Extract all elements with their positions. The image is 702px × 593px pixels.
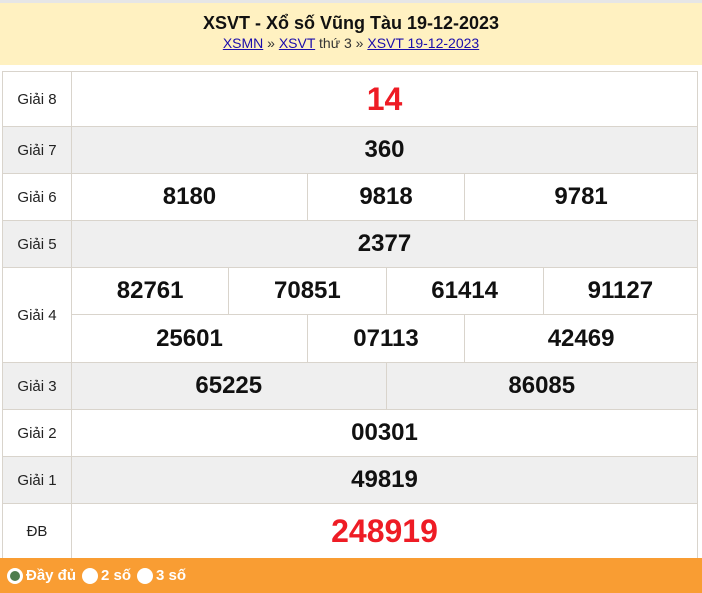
prize-number: 2377: [71, 220, 698, 268]
breadcrumb-xsmn[interactable]: XSMN: [222, 35, 264, 51]
prize-number: 9818: [306, 173, 466, 221]
option-label: 2 số: [101, 567, 132, 584]
prize-number: 360: [71, 126, 698, 174]
prize-number: 65225: [71, 362, 387, 410]
prize-number: 07113: [306, 314, 466, 363]
prize-number: 70851: [228, 267, 387, 315]
option-full[interactable]: Đầy đủ: [7, 567, 76, 584]
option-label: 3 số: [156, 567, 187, 584]
row-giai-3: Giải 3 65225 86085: [2, 362, 699, 410]
top-strip: [0, 0, 702, 3]
radio-icon[interactable]: [82, 567, 99, 584]
prize-number: 25601: [71, 314, 308, 363]
row-dac-biet: ĐB 248919: [2, 503, 698, 559]
row-giai-5: Giải 5 2377: [2, 220, 698, 268]
prize-number: 248919: [71, 503, 698, 559]
option-label: Đầy đủ: [26, 567, 77, 584]
radio-icon[interactable]: [137, 567, 154, 584]
prize-number: 42469: [464, 314, 698, 363]
prize-label: Giải 6: [2, 173, 72, 221]
prize-number: 9781: [464, 173, 698, 221]
row-giai-4: Giải 4 82761 70851 61414 91127: [2, 267, 699, 363]
prize-label: Giải 4: [2, 267, 72, 363]
breadcrumb-sep: »: [267, 35, 275, 51]
prize-label: Giải 8: [2, 71, 72, 127]
row-giai-7: Giải 7 360: [2, 126, 698, 174]
prize-label: Giải 1: [2, 456, 72, 504]
header: XSVT - Xổ số Vũng Tàu 19-12-2023 XSMN » …: [0, 3, 702, 65]
prize-number: 82761: [70, 267, 230, 315]
prize-label: ĐB: [2, 503, 72, 559]
radio-checked-icon[interactable]: [7, 567, 23, 584]
results-table: Giải 8 14 Giải 7 360 Giải 6 8180 9818 97…: [2, 71, 699, 559]
row-giai-1: Giải 1 49819: [2, 456, 698, 504]
prize-label: Giải 7: [2, 126, 72, 174]
prize-label: Giải 5: [2, 220, 72, 268]
row-giai-4b: 25601 07113 42469: [3, 314, 698, 363]
page-title: XSVT - Xổ số Vũng Tàu 19-12-2023: [202, 13, 500, 33]
row-giai-2: Giải 2 00301: [2, 409, 698, 457]
prize-number: 91127: [542, 267, 699, 315]
breadcrumb: XSMN » XSVT thứ 3 » XSVT 19-12-2023: [0, 34, 702, 52]
prize-label: Giải 2: [2, 409, 72, 457]
prize-number: 14: [71, 71, 698, 127]
prize-number: 00301: [71, 409, 698, 457]
prize-number: 86085: [385, 362, 699, 410]
row-giai-6: Giải 6 8180 9818 9781: [2, 173, 698, 221]
breadcrumb-sep: »: [355, 35, 364, 51]
prize-number: 8180: [71, 173, 308, 221]
prize-label: Giải 3: [2, 362, 72, 410]
breadcrumb-day: thứ 3: [319, 35, 352, 51]
row-giai-8: Giải 8 14: [2, 71, 698, 127]
prize-number: 49819: [71, 456, 698, 504]
breadcrumb-date[interactable]: XSVT 19-12-2023: [367, 35, 480, 51]
display-options: Đầy đủ 2 số 3 số: [0, 558, 702, 593]
option-3-digits[interactable]: 3 số: [137, 567, 186, 584]
option-2-digits[interactable]: 2 số: [82, 567, 131, 584]
breadcrumb-xsvt[interactable]: XSVT: [278, 35, 316, 51]
prize-number: 61414: [385, 267, 544, 315]
